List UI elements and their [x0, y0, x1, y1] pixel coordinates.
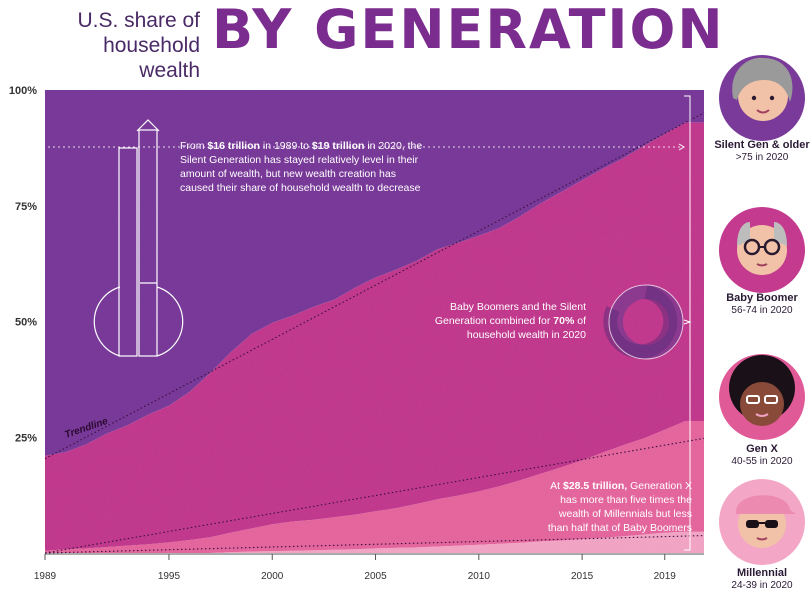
- gen-label-millennial: Millennial 24-39 in 2020: [707, 567, 812, 591]
- silent-annotation: From $16 trillion in 1989 to $19 trillio…: [180, 140, 423, 194]
- area-gen-x: [45, 421, 704, 553]
- area-baby-boomer: [45, 122, 704, 551]
- chart-title-small: U.S. share of household wealth: [40, 8, 200, 83]
- x-tick-label: 2010: [468, 571, 491, 582]
- area-layers: [45, 90, 704, 553]
- y-tick-label: 50%: [15, 317, 37, 329]
- gen-label-silent: Silent Gen & older >75 in 2020: [707, 139, 812, 163]
- gen-age: 40-55 in 2020: [731, 456, 793, 467]
- y-tick-label: 75%: [15, 201, 37, 213]
- y-tick-label: 25%: [15, 432, 37, 444]
- x-tick-label: 1995: [158, 571, 181, 582]
- silent-pointer-arrow: [678, 143, 685, 151]
- x-tick-label: 2015: [571, 571, 594, 582]
- gen-age: >75 in 2020: [735, 152, 789, 163]
- axes: 100% 75% 50% 25% 1989 1995 2000 2005 2010 2015 201…: [9, 85, 704, 582]
- y-tick-label: 100%: [9, 85, 37, 97]
- gen-x-avatar: [719, 354, 805, 440]
- gen-name: Gen X: [746, 443, 778, 455]
- x-tick-label: 2005: [364, 571, 387, 582]
- gen-name: Silent Gen & older: [714, 139, 810, 151]
- trendline-gen-x: [44, 437, 705, 554]
- genx-annotation: At $28.5 trillion, Generation X has more…: [547, 480, 692, 534]
- title-line-2: household wealth: [103, 34, 200, 82]
- x-tick-label: 2000: [261, 571, 284, 582]
- gen-name: Baby Boomer: [726, 292, 798, 304]
- gen-label-genx: Gen X 40-55 in 2020: [707, 443, 812, 467]
- area-silent-gen-older: [45, 90, 704, 456]
- boomer-annotation: Baby Boomers and the Silent Generation c…: [434, 301, 586, 341]
- trendline-millennial: [44, 535, 705, 554]
- baby-boomer-avatar: [719, 207, 805, 293]
- x-tick-label: 2019: [654, 571, 677, 582]
- trendline-baby-boomer: [44, 112, 705, 460]
- chart-title-big: BY GENERATION: [212, 0, 725, 61]
- title-line-1: U.S. share of: [77, 9, 200, 32]
- silent-gen-avatar: [719, 55, 805, 141]
- millennial-avatar: [719, 479, 805, 565]
- wealth-bar-icon: [93, 119, 184, 357]
- gen-age: 24-39 in 2020: [731, 580, 793, 591]
- bracket-lines: [683, 95, 692, 551]
- gen-age: 56-74 in 2020: [731, 305, 793, 316]
- gen-label-boomer: Baby Boomer 56-74 in 2020: [707, 292, 812, 316]
- area-millennial: [45, 531, 704, 553]
- gen-name: Millennial: [736, 567, 788, 579]
- donut-icon: [603, 284, 684, 360]
- x-tick-label: 1989: [34, 571, 57, 582]
